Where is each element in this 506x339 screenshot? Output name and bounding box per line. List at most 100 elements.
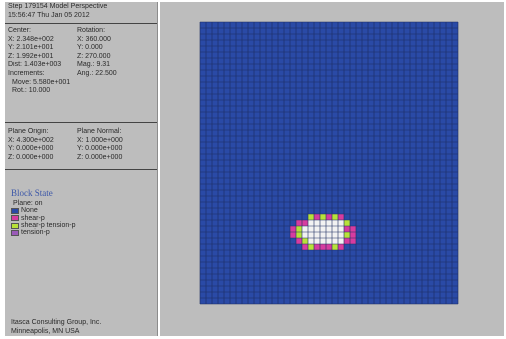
- yield-zone-shear: [302, 220, 308, 226]
- plane-origin-x: X: 4.300e+002: [8, 136, 54, 144]
- rotation-y: Y: 0.000: [77, 44, 103, 52]
- excavation-zone: [338, 238, 344, 244]
- swatch: [11, 222, 19, 229]
- excavation-zone: [332, 220, 338, 226]
- yield-zone-shear: [350, 226, 356, 232]
- yield-zone-shear: [350, 232, 356, 238]
- plane-normal-z: Z: 0.000e+000: [77, 153, 123, 161]
- yield-zone-shear: [296, 238, 302, 244]
- move-increment: Move: 5.580e+001: [12, 78, 71, 86]
- yield-zone-shear: [314, 244, 320, 250]
- excavation-zone: [302, 232, 308, 238]
- excavation-zone: [332, 226, 338, 232]
- plane-normal-x: X: 1.000e+000: [77, 136, 123, 144]
- legend-item-none: None: [11, 207, 75, 214]
- zone-grid-plot[interactable]: [160, 2, 504, 336]
- yield-zone-shear: [326, 244, 332, 250]
- legend-item-shear-p-tension-p: shear-p tension-p: [11, 222, 75, 229]
- legend-label: shear-p tension-p: [21, 221, 76, 229]
- excavation-zone: [308, 226, 314, 232]
- timestamp: 15:56:47 Thu Jan 05 2012: [8, 11, 90, 19]
- yield-zone-shear: [338, 244, 344, 250]
- yield-zone-shear-tension: [308, 214, 314, 220]
- plane-normal-label: Plane Normal:: [77, 128, 122, 135]
- magnification: Mag.: 9.31: [77, 61, 111, 69]
- excavation-zone: [308, 220, 314, 226]
- yield-zone-shear: [320, 244, 326, 250]
- center-y: Y: 2.101e+001: [8, 44, 54, 52]
- rotation-label: Rotation:: [77, 27, 106, 34]
- legend-item-tension-p: tension-p: [11, 229, 75, 236]
- yield-zone-shear: [296, 220, 302, 226]
- excavation-zone: [314, 232, 320, 238]
- excavation-zone: [302, 226, 308, 232]
- zone-grid-lines: [199, 21, 459, 305]
- increments-label: Increments:: [8, 69, 45, 77]
- excavation-zone: [314, 220, 320, 226]
- yield-zone-shear-tension: [344, 220, 350, 226]
- company-location: Minneapolis, MN USA: [11, 327, 80, 335]
- distance: Dist: 1.403e+003: [8, 61, 62, 69]
- excavation-zone: [314, 238, 320, 244]
- legend-label: None: [21, 207, 38, 215]
- company-footer: Itasca Consulting Group, Inc. Minneapoli…: [11, 319, 101, 336]
- plane-origin-z: Z: 0.000e+000: [8, 153, 54, 161]
- view-info-section: Center: Rotation: X: 2.348e+002 X: 360.0…: [8, 27, 117, 96]
- center-label: Center:: [8, 27, 31, 34]
- divider: [5, 169, 157, 170]
- swatch: [11, 207, 19, 214]
- yield-zone-shear: [344, 238, 350, 244]
- excavation-zone: [314, 226, 320, 232]
- excavation-zone: [326, 238, 332, 244]
- plane-section: Plane Origin: Plane Normal: X: 4.300e+00…: [8, 128, 123, 162]
- legend-label: tension-p: [21, 229, 50, 237]
- excavation-zone: [308, 232, 314, 238]
- yield-zone-shear-tension: [296, 232, 302, 238]
- plane-normal-y: Y: 0.000e+000: [77, 145, 123, 153]
- yield-zone-shear: [338, 214, 344, 220]
- yield-zone-shear: [290, 232, 296, 238]
- yield-zone-shear-tension: [332, 214, 338, 220]
- yield-zone-shear-tension: [296, 226, 302, 232]
- rotation-x: X: 360.000: [77, 35, 111, 43]
- excavation-zone: [326, 226, 332, 232]
- excavation-zone: [326, 220, 332, 226]
- center-x: X: 2.348e+002: [8, 35, 54, 43]
- step-header: Step 179154 Model Perspective 15:56:47 T…: [5, 2, 157, 20]
- yield-zone-shear: [302, 244, 308, 250]
- angle-increment: Ang.: 22.500: [77, 69, 117, 77]
- rotation-z: Z: 270.000: [77, 52, 111, 60]
- plane-status: Plane: on: [13, 200, 43, 207]
- model-viewport[interactable]: [160, 2, 504, 336]
- zone-grid-background: [200, 22, 458, 304]
- excavation-zone: [332, 232, 338, 238]
- divider: [5, 122, 157, 123]
- yield-zone-shear-tension: [308, 244, 314, 250]
- yield-zone-shear: [350, 238, 356, 244]
- company-name: Itasca Consulting Group, Inc.: [11, 319, 102, 326]
- plane-origin-y: Y: 0.000e+000: [8, 145, 54, 153]
- info-panel: Step 179154 Model Perspective 15:56:47 T…: [5, 2, 158, 336]
- excavation-zone: [320, 232, 326, 238]
- excavation-zone: [326, 232, 332, 238]
- yield-zone-shear-tension: [302, 238, 308, 244]
- yield-zone-shear-tension: [332, 244, 338, 250]
- yield-zone-shear-tension: [320, 214, 326, 220]
- excavation-zone: [320, 238, 326, 244]
- block-state-legend: Plane: on None shear-p shear-p tension-p…: [11, 200, 75, 236]
- excavation-zone: [332, 238, 338, 244]
- rot-increment: Rot.: 10.000: [12, 87, 51, 95]
- legend-label: shear-p: [21, 214, 45, 222]
- yield-zone-shear: [314, 214, 320, 220]
- yield-zone-shear: [290, 226, 296, 232]
- excavation-zone: [338, 220, 344, 226]
- legend-item-shear-p: shear-p: [11, 215, 75, 222]
- excavation-zone: [338, 232, 344, 238]
- divider: [5, 23, 157, 24]
- excavation-zone: [308, 238, 314, 244]
- plane-origin-label: Plane Origin:: [8, 128, 49, 135]
- swatch: [11, 229, 19, 236]
- yield-zone-shear: [344, 226, 350, 232]
- excavation-zone: [338, 226, 344, 232]
- step-line: Step 179154 Model Perspective: [8, 3, 108, 10]
